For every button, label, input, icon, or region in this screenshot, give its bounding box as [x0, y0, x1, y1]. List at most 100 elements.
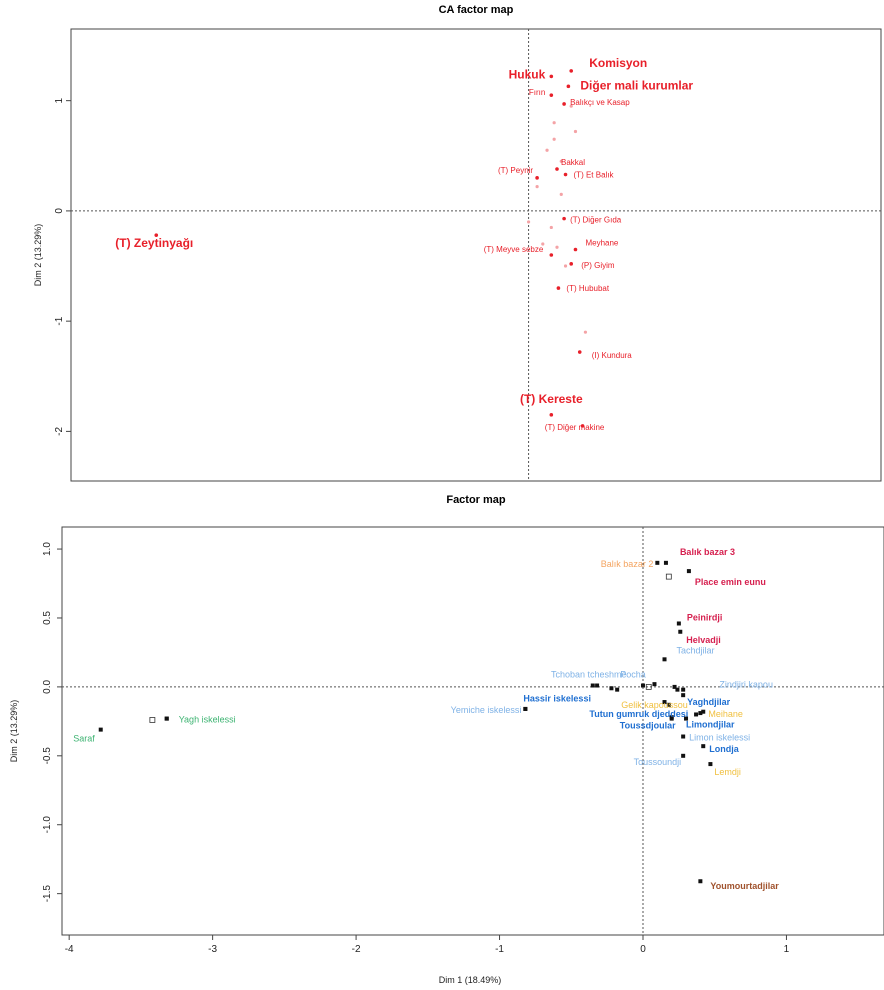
factor-label-tachdjilar: Tachdjilar — [677, 645, 715, 655]
factor-hollow-point — [645, 683, 652, 690]
factor-y-axis: 1.0 0.5 0.0 -0.5 -1.0 -1.5 — [42, 542, 62, 903]
ca-faint-point — [552, 137, 556, 141]
ca-label-i-kundura: (I) Kundura — [592, 351, 633, 360]
ca-label-hukuk: Hukuk — [509, 67, 546, 81]
ca-point-t-diger-makine — [580, 424, 585, 428]
ca-faint-point — [526, 220, 531, 224]
factor-label-toussoundji: Toussoundji — [634, 757, 682, 767]
ca-point-t-kereste — [549, 413, 554, 417]
factor-x-axis-label: Dim 1 (18.49%) — [439, 975, 502, 985]
ca-y-tick-label: 0 — [54, 208, 65, 214]
factor-label-lemdji: Lemdji — [714, 767, 741, 777]
factor-point-toussdjoular — [669, 716, 674, 721]
factor-point-bal-k-bazar-2 — [655, 560, 660, 565]
factor-label-yaghdjilar: Yaghdjilar — [687, 697, 731, 707]
factor-extra-point — [652, 682, 657, 687]
ca-point-t-zeytinyag — [154, 233, 159, 237]
ca-y-tick-label: -2 — [54, 427, 65, 436]
factor-point-youmourtadjilar — [698, 879, 703, 884]
factor-y-tick-label: 0.0 — [42, 680, 53, 694]
ca-reference-lines — [71, 29, 881, 481]
factor-label-meihane: Meihane — [708, 709, 743, 719]
ca-point-i-kundura — [577, 350, 582, 354]
ca-faint-point — [555, 245, 559, 249]
factor-x-tick-label: 0 — [640, 944, 646, 955]
factor-y-tick-label: -0.5 — [42, 747, 53, 765]
factor-chart-title: Factor map — [446, 494, 506, 506]
ca-faint-points — [526, 104, 588, 334]
factor-label-limon-iskelessi: Limon iskelessi — [689, 733, 750, 743]
factor-point-meihane — [698, 711, 703, 716]
ca-faint-point — [569, 104, 573, 108]
factor-x-tick-label: 1 — [784, 944, 790, 955]
ca-chart-title: CA factor map — [439, 4, 514, 16]
factor-point-hassir-iskelessi — [615, 687, 620, 692]
ca-point-f-r-n — [549, 93, 554, 97]
factor-points: Balık bazar 3 Balık bazar 2 Place emin eun… — [73, 547, 779, 891]
ca-point-t-et-bal-k — [563, 172, 568, 177]
factor-point-helvadji — [678, 629, 683, 634]
ca-points: Komisyon Hukuk Diğer mali kurumlar Fırın Bal… — [115, 56, 693, 432]
factor-hollow-point — [665, 573, 672, 580]
factor-label-pocha: Pocha — [620, 670, 646, 680]
ca-label-p-giyim: (P) Giyim — [581, 261, 615, 270]
factor-label-tchoban-tcheshme: Tchoban tcheshme — [551, 670, 627, 680]
factor-point-gelik-kapoussou — [662, 700, 667, 705]
ca-point-t-hububat — [556, 286, 561, 290]
ca-faint-point — [541, 242, 545, 246]
factor-point-toussoundji — [681, 753, 686, 758]
ca-label-t-hububat: (T) Hububat — [566, 284, 609, 293]
ca-y-axis-label: Dim 2 (13.29%) — [33, 224, 43, 287]
factor-point-limondjilar — [684, 716, 689, 721]
ca-label-meyhane: Meyhane — [585, 238, 618, 247]
factor-label-limondjilar: Limondjilar — [686, 720, 735, 730]
factor-plot-frame — [61, 526, 884, 936]
factor-point-tachdjilar — [662, 657, 667, 662]
ca-y-axis: 1 0 -1 -2 — [54, 97, 71, 436]
factor-x-tick-label: -3 — [208, 944, 217, 955]
ca-point-t-peynir — [535, 176, 539, 180]
factor-point-place-emin-eunu — [686, 569, 691, 574]
factor-y-tick-label: -1.5 — [42, 885, 53, 903]
factor-label-zindjiri-kapou: Zindjiri kapou — [719, 680, 773, 690]
ca-faint-point — [549, 225, 553, 230]
factor-label-londja: Londja — [709, 744, 739, 754]
factor-label-place-emin-eunu: Place emin eunu — [695, 577, 766, 587]
factor-point-limon-iskelessi — [681, 734, 686, 739]
factor-label-helvadji: Helvadji — [686, 635, 721, 645]
ca-label-bal-kc-ve-kasap: Balıkçı ve Kasap — [570, 98, 630, 107]
factor-point-yaghdjilar — [681, 693, 686, 698]
ca-plot-frame — [70, 28, 882, 482]
ca-faint-point — [552, 121, 556, 125]
factor-label-saraf: Saraf — [73, 734, 95, 744]
factor-label-tutun-gumruk-djeddesi: Tutun gumruk djeddesi — [589, 709, 688, 719]
factor-y-tick-label: 1.0 — [42, 542, 53, 556]
ca-faint-point — [583, 330, 588, 334]
ca-label-f-r-n: Fırın — [529, 88, 545, 97]
ca-point-t-diger-g-da — [562, 216, 566, 221]
factor-x-axis: -4 -3 -2 -1 0 1 — [65, 935, 790, 955]
factor-point-yemiche-iskelessi — [523, 706, 528, 711]
factor-point-zindjiri-kapou — [675, 687, 680, 692]
factor-hollow-point — [149, 717, 156, 723]
ca-point-diger-mali-kurumlar — [566, 84, 571, 89]
ca-faint-point — [573, 129, 578, 134]
ca-label-bakkal: Bakkal — [561, 158, 585, 167]
ca-faint-point — [559, 192, 563, 196]
factor-label-gelik-kapoussou: Gelik kapoussou — [621, 700, 688, 710]
factor-x-tick-label: -1 — [495, 944, 504, 955]
ca-label-t-diger-makine: (T) Diğer makine — [545, 423, 605, 432]
factor-point-yagh-iskelessi — [164, 716, 169, 721]
ca-point-bal-kc-ve-kasap — [562, 102, 566, 106]
factor-point-lemdji — [708, 762, 713, 767]
factor-extra-point — [595, 683, 600, 688]
ca-point-komisyon — [569, 69, 574, 73]
factor-point-tutun-gumruk-djeddesi — [666, 702, 671, 707]
ca-point-p-giyim — [569, 262, 574, 266]
ca-label-t-peynir: (T) Peynir — [498, 166, 533, 175]
factor-label-peinirdji: Peinirdji — [687, 612, 723, 622]
factor-label-toussdjoular: Toussdjoular — [620, 721, 676, 731]
ca-point-hukuk — [549, 74, 554, 79]
factor-point-tchoban-tcheshme — [590, 683, 595, 688]
